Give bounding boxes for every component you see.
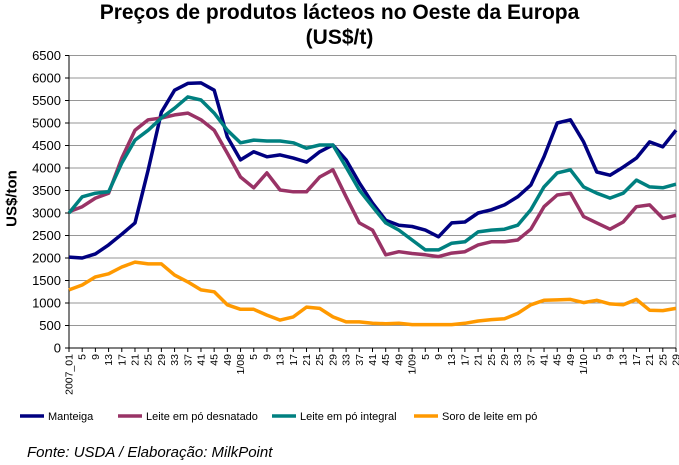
x-tick-label: 9 [261,354,273,360]
x-tick-label: 1/10 [578,354,590,375]
y-tick-label: 1500 [32,273,61,288]
y-tick-label: 5500 [32,93,61,108]
legend-label: Leite em pó integral [300,411,397,423]
series-line-leite-em-p-integral [67,95,677,252]
y-tick-label: 6500 [32,48,61,63]
series-line-leite-em-p-desnatado [68,111,677,259]
x-tick-label: 29 [327,354,339,366]
y-tick-label: 1000 [32,296,61,311]
x-tick-label: 21 [129,354,141,366]
chart-title-line-2: (US$/t) [305,26,374,49]
x-tick-label: 45 [380,354,392,366]
x-tick-label: 33 [341,354,353,366]
x-tick-label: 9 [90,354,102,360]
x-tick-label: 17 [459,354,471,366]
x-tick-label: 29 [499,354,511,366]
x-tick-label: 13 [103,354,115,366]
x-tick-label: 25 [486,354,498,366]
x-tick-label: 29 [671,354,679,366]
x-tick-label: 25 [657,354,669,366]
x-tick-label: 25 [143,354,155,366]
x-tick-label: 1/08 [235,354,247,375]
x-tick-label: 2007_01 [64,354,76,395]
y-tick-label: 2500 [32,228,61,243]
x-tick-label: 21 [644,354,656,366]
x-tick-label: 49 [393,354,405,366]
y-tick-label: 6000 [32,71,61,86]
y-tick-label: 4000 [32,161,61,176]
x-tick-label: 5 [248,354,260,360]
x-tick-label: 37 [354,354,366,366]
series-line-manteiga [68,81,678,260]
x-tick-label: 41 [367,354,379,366]
x-tick-label: 9 [605,354,617,360]
chart-title: Preços de produtos lácteos no Oeste da E… [0,0,679,50]
x-tick-label: 41 [539,354,551,366]
x-tick-label: 5 [420,354,432,360]
x-tick-label: 21 [301,354,313,366]
series-line-soro-de-leite-em-p- [68,260,677,327]
source-note: Fonte: USDA / Elaboração: MilkPoint [27,444,273,461]
x-tick-label: 49 [565,354,577,366]
x-tick-label: 33 [512,354,524,366]
x-tick-label: 41 [195,354,207,366]
x-tick-label: 5 [77,354,89,360]
y-tick-label: 3000 [32,206,61,221]
y-tick-label: 5000 [32,116,61,131]
chart-title-line-1: Preços de produtos lácteos no Oeste da E… [99,1,580,24]
x-tick-label: 13 [275,354,287,366]
x-tick-label: 33 [169,354,181,366]
x-tick-label: 29 [156,354,168,366]
x-tick-label: 45 [209,354,221,366]
x-tick-label: 45 [552,354,564,366]
x-tick-label: 37 [525,354,537,366]
legend-label: Leite em pó desnatado [146,411,258,423]
y-tick-label: 0 [54,341,61,356]
y-tick-label: 3500 [32,183,61,198]
x-tick-label: 21 [473,354,485,366]
x-tick-label: 17 [631,354,643,366]
y-tick-label: 500 [39,318,61,333]
legend-label: Manteiga [48,411,94,423]
y-tick-label: 4500 [32,138,61,153]
x-tick-label: 9 [433,354,445,360]
x-tick-label: 1/09 [407,354,419,375]
x-tick-label: 13 [618,354,630,366]
x-tick-label: 17 [116,354,128,366]
legend-label: Soro de leite em pó [442,411,537,423]
x-tick-label: 13 [446,354,458,366]
y-tick-label: 2000 [32,251,61,266]
x-tick-label: 37 [182,354,194,366]
x-tick-label: 25 [314,354,326,366]
x-tick-label: 5 [591,354,603,360]
x-tick-label: 17 [288,354,300,366]
x-tick-label: 49 [222,354,234,366]
